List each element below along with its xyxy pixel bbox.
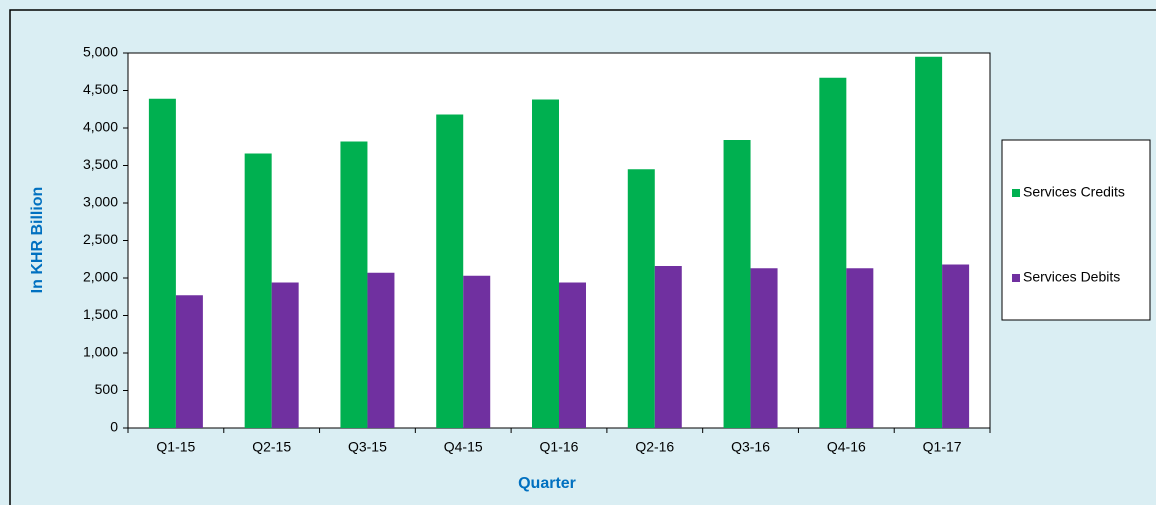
bar bbox=[463, 275, 491, 428]
bar bbox=[627, 169, 655, 428]
y-axis-title: In KHR Billion bbox=[29, 187, 46, 294]
bar bbox=[723, 140, 751, 428]
bar bbox=[367, 272, 395, 428]
y-tick-label: 2,000 bbox=[83, 269, 118, 285]
legend bbox=[1001, 139, 1151, 321]
x-tick-label: Q4-15 bbox=[444, 439, 483, 455]
bar bbox=[436, 114, 464, 428]
x-tick-label: Q2-16 bbox=[635, 439, 674, 455]
bar bbox=[244, 153, 272, 428]
frame bbox=[9, 9, 1156, 505]
bar bbox=[532, 99, 559, 428]
x-tick-label: Q1-16 bbox=[540, 439, 579, 455]
y-tick-label: 0 bbox=[110, 419, 118, 435]
legend-swatch bbox=[1012, 274, 1020, 282]
y-tick-label: 4,000 bbox=[83, 119, 118, 135]
x-axis-title: Quarter bbox=[518, 475, 576, 492]
bar bbox=[271, 282, 299, 428]
y-tick-label: 1,500 bbox=[83, 306, 118, 322]
x-tick-label: Q1-15 bbox=[156, 439, 195, 455]
bar bbox=[750, 268, 778, 428]
x-tick-label: Q4-16 bbox=[827, 439, 866, 455]
bar bbox=[175, 295, 203, 428]
y-tick-label: 3,000 bbox=[83, 194, 118, 210]
y-tick-label: 4,500 bbox=[83, 81, 118, 97]
y-tick-label: 2,500 bbox=[83, 231, 118, 247]
bar bbox=[915, 56, 943, 428]
x-tick-label: Q2-15 bbox=[252, 439, 291, 455]
y-tick-label: 500 bbox=[95, 381, 119, 397]
y-tick-label: 5,000 bbox=[83, 44, 118, 60]
bar bbox=[148, 98, 176, 428]
x-tick-label: Q1-17 bbox=[923, 439, 962, 455]
y-tick-label: 3,500 bbox=[83, 156, 118, 172]
bar bbox=[819, 77, 847, 428]
bar bbox=[559, 282, 586, 428]
x-tick-label: Q3-15 bbox=[348, 439, 387, 455]
legend-swatch bbox=[1012, 189, 1020, 197]
y-tick-label: 1,000 bbox=[83, 344, 118, 360]
bar bbox=[846, 268, 874, 428]
legend-label: Services Debits bbox=[1023, 269, 1120, 285]
bar bbox=[942, 264, 970, 428]
bar bbox=[340, 141, 368, 428]
legend-label: Services Credits bbox=[1023, 184, 1125, 200]
bar bbox=[654, 266, 682, 428]
x-tick-label: Q3-16 bbox=[731, 439, 770, 455]
